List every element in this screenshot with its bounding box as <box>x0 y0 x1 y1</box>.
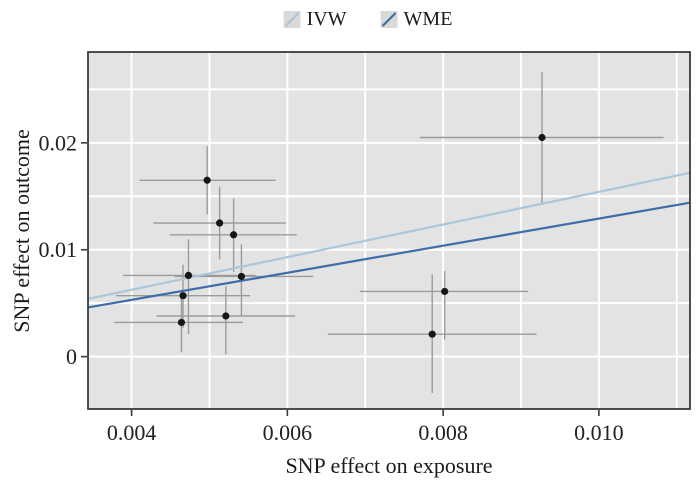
data-point <box>441 287 449 296</box>
plot-background <box>88 52 690 409</box>
regression-line-wme <box>87 201 691 309</box>
y-axis-title: SNP effect on outcome <box>9 129 34 333</box>
data-point <box>177 318 186 327</box>
data-point <box>216 219 224 227</box>
data-point <box>230 231 238 239</box>
x-tick-label: 0.008 <box>418 420 468 445</box>
x-tick-label: 0.010 <box>574 420 624 445</box>
ivw-line-swatch-icon <box>283 10 301 28</box>
legend-label-ivw: IVW <box>306 8 347 30</box>
legend: IVW WME <box>283 8 453 30</box>
legend-label-wme: WME <box>403 8 453 30</box>
y-tick-label: 0 <box>66 344 77 369</box>
data-point <box>237 272 246 281</box>
data-point <box>428 330 436 338</box>
x-tick-label: 0.004 <box>107 420 157 445</box>
x-tick-label: 0.006 <box>263 420 313 445</box>
legend-item-wme: WME <box>380 8 453 30</box>
y-tick-label: 0.01 <box>39 237 78 262</box>
y-tick-label: 0.02 <box>39 130 78 155</box>
data-point <box>222 312 230 320</box>
x-axis-title: SNP effect on exposure <box>285 453 493 478</box>
data-point <box>184 271 193 279</box>
legend-item-ivw: IVW <box>283 8 347 30</box>
data-point <box>538 133 546 142</box>
plot-frame <box>87 51 691 410</box>
data-point <box>203 176 211 184</box>
wme-line-swatch-icon <box>380 10 398 28</box>
data-point <box>179 292 187 300</box>
